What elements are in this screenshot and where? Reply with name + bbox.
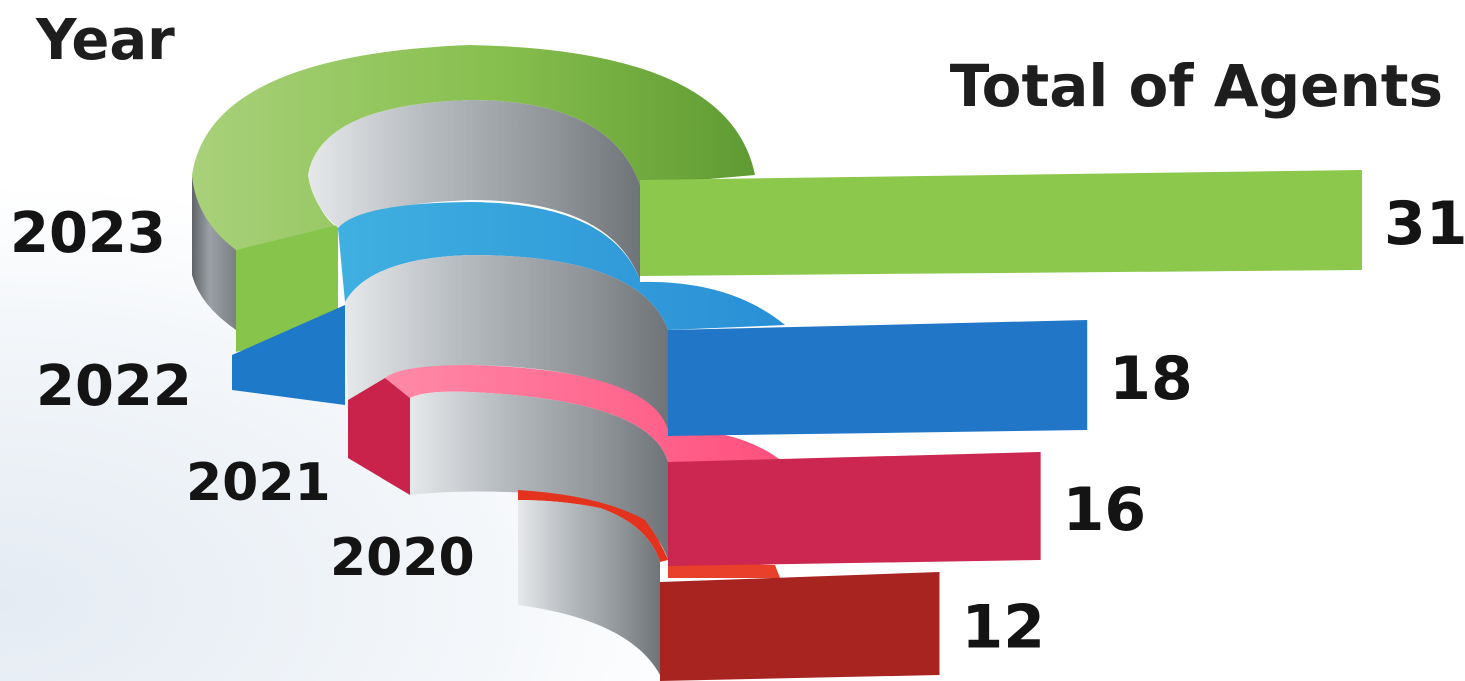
year-label-2020: 2020 xyxy=(330,528,475,588)
bar-2022 xyxy=(668,320,1088,436)
bars-group xyxy=(640,170,1362,681)
year-labels-group: 2023 2022 2021 2020 xyxy=(10,201,475,588)
value-label-2023: 31 xyxy=(1384,189,1465,259)
year-label-2022: 2022 xyxy=(36,354,192,419)
x-axis-title: Total of Agents xyxy=(949,52,1443,120)
year-label-2021: 2021 xyxy=(186,453,331,513)
bar-2020 xyxy=(660,572,940,681)
value-labels-group: 31 18 16 12 xyxy=(961,189,1465,663)
bar-2021 xyxy=(668,452,1041,566)
bar-2023 xyxy=(640,170,1362,276)
value-label-2020: 12 xyxy=(961,593,1045,663)
value-label-2022: 18 xyxy=(1109,344,1193,414)
y-axis-title: Year xyxy=(36,8,175,73)
year-label-2023: 2023 xyxy=(10,201,166,266)
value-label-2021: 16 xyxy=(1063,475,1147,545)
spiral-decoration xyxy=(192,45,785,675)
